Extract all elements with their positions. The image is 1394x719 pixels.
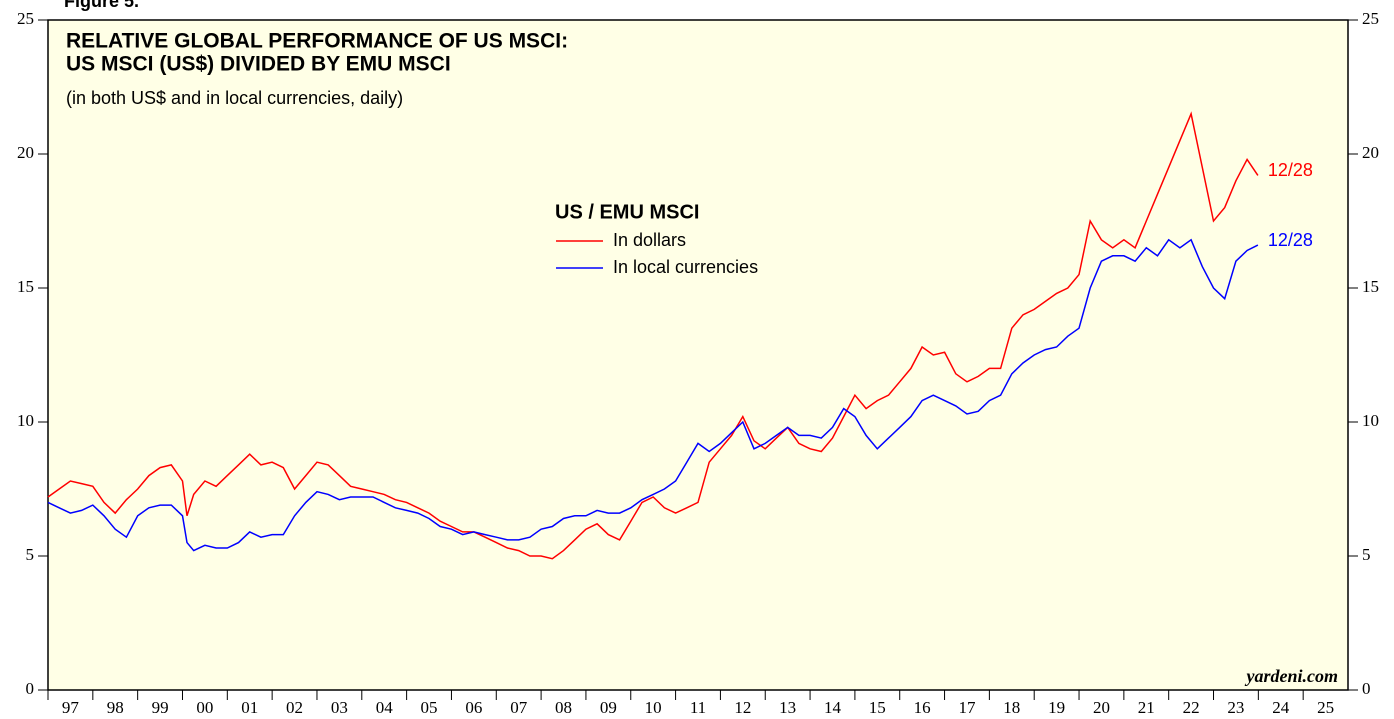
x-tick-label: 06 — [465, 698, 482, 717]
line — [47, 238, 1259, 552]
figure-label: Figure 5. — [64, 0, 139, 11]
legend-title: US / EMU MSCI — [555, 201, 699, 223]
x-tick-label: 23 — [1227, 698, 1244, 717]
x-tick-label: 17 — [958, 698, 976, 717]
chart-title: US MSCI (US$) DIVIDED BY EMU MSCI — [66, 53, 451, 76]
x-tick-label: 24 — [1272, 698, 1290, 717]
x-tick-label: 05 — [421, 698, 438, 717]
x-tick-label: 98 — [107, 698, 124, 717]
y-tick-label: 20 — [17, 143, 34, 162]
x-tick-label: 13 — [779, 698, 796, 717]
x-tick-label: 99 — [152, 698, 169, 717]
x-tick-label: 10 — [645, 698, 662, 717]
y-tick-label: 5 — [1362, 545, 1371, 564]
chart-subtitle: (in both US$ and in local currencies, da… — [66, 88, 403, 108]
y-tick-label: 5 — [26, 545, 35, 564]
x-tick-label: 97 — [62, 698, 80, 717]
y-tick-label: 10 — [17, 411, 34, 430]
y-tick-label: 25 — [17, 9, 34, 28]
x-tick-label: 14 — [824, 698, 842, 717]
line — [47, 111, 1259, 560]
x-tick-label: 12 — [734, 698, 751, 717]
x-tick-label: 09 — [600, 698, 617, 717]
end-label: 12/28 — [1268, 230, 1313, 250]
chart-title: RELATIVE GLOBAL PERFORMANCE OF US MSCI: — [66, 30, 568, 53]
y-tick-label: 0 — [26, 679, 35, 698]
x-tick-label: 20 — [1093, 698, 1110, 717]
x-tick-label: 19 — [1048, 698, 1065, 717]
x-tick-label: 04 — [376, 698, 394, 717]
y-tick-label: 10 — [1362, 411, 1379, 430]
x-tick-label: 00 — [196, 698, 213, 717]
x-tick-label: 07 — [510, 698, 528, 717]
legend-label: In local currencies — [613, 257, 758, 277]
y-tick-label: 15 — [17, 277, 34, 296]
end-label: 12/28 — [1268, 160, 1313, 180]
y-tick-label: 20 — [1362, 143, 1379, 162]
x-tick-label: 25 — [1317, 698, 1334, 717]
y-tick-label: 15 — [1362, 277, 1379, 296]
x-tick-label: 01 — [241, 698, 258, 717]
x-tick-label: 22 — [1183, 698, 1200, 717]
x-tick-label: 16 — [914, 698, 931, 717]
x-tick-label: 21 — [1138, 698, 1155, 717]
legend-label: In dollars — [613, 230, 686, 250]
x-tick-label: 02 — [286, 698, 303, 717]
plot-area — [47, 19, 1349, 691]
x-tick-label: 11 — [690, 698, 706, 717]
x-tick-label: 15 — [869, 698, 886, 717]
x-tick-label: 18 — [1003, 698, 1020, 717]
x-tick-label: 08 — [555, 698, 572, 717]
y-tick-label: 25 — [1362, 9, 1379, 28]
y-tick-label: 0 — [1362, 679, 1371, 698]
source: yardeni.com — [1245, 666, 1339, 686]
x-tick-label: 03 — [331, 698, 348, 717]
